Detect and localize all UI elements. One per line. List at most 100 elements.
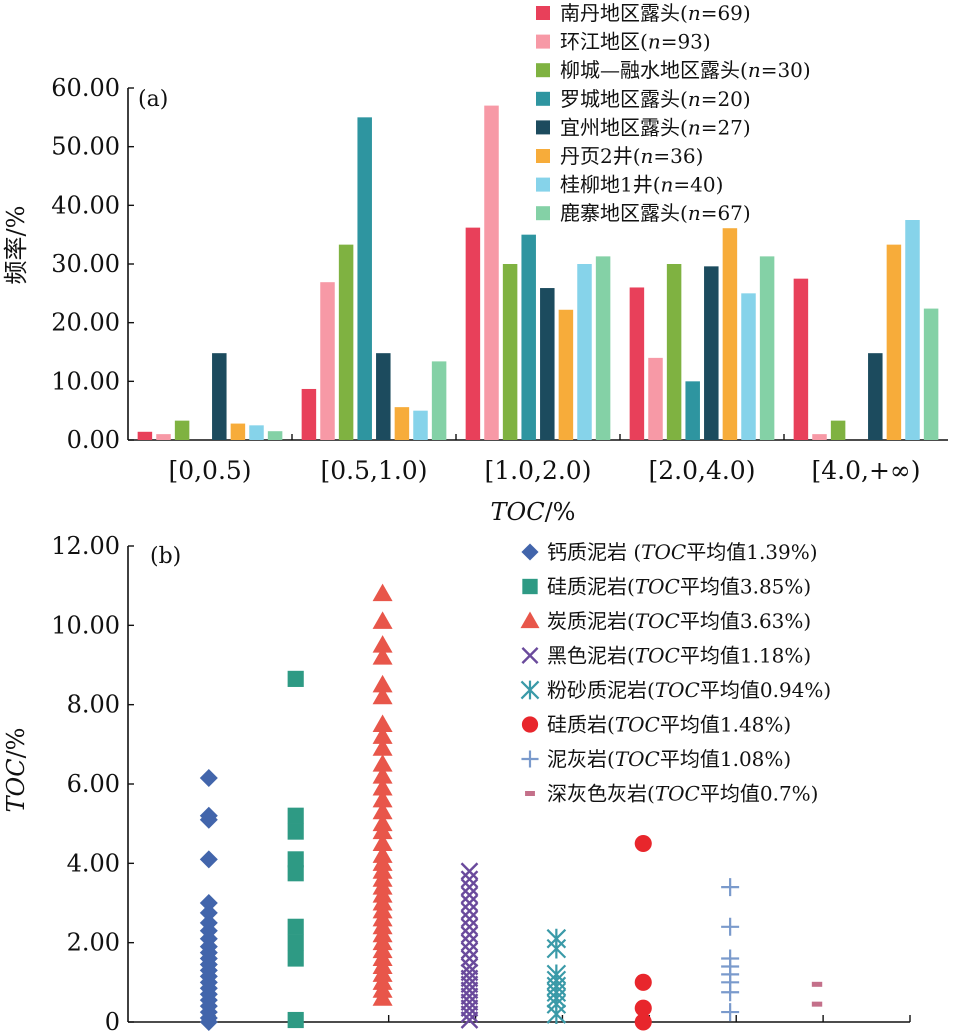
point-series-6-7 xyxy=(721,1003,740,1022)
point-series-7-0 xyxy=(811,981,823,987)
panel-b-legend-label: 炭质泥岩(TOC平均值3.63%) xyxy=(547,609,811,633)
bar-series-7-cat-1 xyxy=(431,361,447,440)
panel-a-y-tick-label: 40.00 xyxy=(51,191,120,219)
panel-a-legend-label: 南丹地区露头(n=69) xyxy=(560,1,751,25)
panel-a-legend-label: 丹页2井(n=36) xyxy=(560,144,703,168)
bar-series-0-cat-2 xyxy=(465,227,481,440)
point-series-1-2 xyxy=(287,823,304,840)
point-series-1-6 xyxy=(287,934,304,951)
bar-series-6-cat-2 xyxy=(577,264,592,440)
point-series-3-3 xyxy=(460,886,479,904)
point-series-4-8 xyxy=(546,1004,567,1024)
point-series-4-1 xyxy=(546,938,567,959)
bar-series-5-cat-2 xyxy=(558,309,574,440)
panel-b-label: (b) xyxy=(150,544,181,569)
panel-b-legend-label: 黑色泥岩(TOC平均值1.18%) xyxy=(547,644,811,668)
point-series-5-3 xyxy=(634,1013,652,1031)
point-series-2-9 xyxy=(372,754,393,772)
bar-series-7-cat-2 xyxy=(595,256,611,440)
panel-b-y-tick-label: 2.00 xyxy=(67,929,120,957)
bar-series-6-cat-1 xyxy=(413,410,428,440)
bar-series-6-cat-4 xyxy=(905,220,920,440)
point-series-6-1 xyxy=(721,917,740,936)
point-series-3-5 xyxy=(460,902,479,920)
bar-series-1-cat-1 xyxy=(320,282,335,440)
point-series-1-0 xyxy=(287,670,304,687)
point-series-2-3 xyxy=(372,647,393,665)
point-series-2-8 xyxy=(372,738,393,756)
bar-series-3-cat-1 xyxy=(357,117,372,440)
point-series-0-4 xyxy=(199,894,218,912)
panel-a-y-axis-title: 频率/% xyxy=(2,206,30,285)
point-series-5-2 xyxy=(634,999,652,1017)
point-series-0-5 xyxy=(199,903,218,922)
point-series-2-1 xyxy=(372,611,393,629)
panel-a-x-ticks: [0,0.5) [0.5,1.0) [1.0,2.0) [2.0,4.0) [4.0,+… xyxy=(168,434,920,485)
point-series-0-3 xyxy=(199,850,218,869)
point-series-6-6 xyxy=(721,983,740,1002)
bar-series-7-cat-0 xyxy=(267,431,283,440)
panel-b-y-tick-label: 8.00 xyxy=(67,691,120,719)
bar-series-2-cat-3 xyxy=(666,264,682,440)
panel-b-legend-label: 硅质岩(TOC平均值1.48%) xyxy=(547,713,791,737)
panel-a-legend-label: 鹿寨地区露头(n=67) xyxy=(560,201,751,225)
panel-a-legend-label: 罗城地区露头(n=20) xyxy=(560,87,751,111)
panel-b-y-ticks: 0 2.00 4.00 6.00 8.00 10.00 12.00 xyxy=(51,532,134,1033)
panel-a-x-tick-label: [2.0,4.0) xyxy=(649,456,756,485)
panel-a-bar-chart: (a) 0.00 10.00 20.00 30.00 40.00 50.00 60.00 [… xyxy=(2,1,948,526)
panel-b-y-tick-label: 0 xyxy=(105,1008,120,1033)
panel-a-x-tick-label: [4.0,+∞) xyxy=(812,456,921,485)
point-series-3-20 xyxy=(460,1005,479,1023)
bar-series-2-cat-1 xyxy=(338,244,354,440)
point-series-2-13 xyxy=(372,801,393,820)
panel-b-y-tick-label: 6.00 xyxy=(67,770,120,798)
bar-series-7-cat-4 xyxy=(923,308,939,440)
point-series-3-7 xyxy=(460,917,479,936)
bar-series-1-cat-0 xyxy=(156,434,171,440)
point-series-3-10 xyxy=(460,941,479,960)
point-series-7-1 xyxy=(811,1001,823,1007)
panel-b-legend-marker xyxy=(521,647,539,664)
point-series-2-15 xyxy=(372,821,393,840)
point-series-6-0 xyxy=(721,878,740,897)
point-series-0-0 xyxy=(199,769,218,788)
panel-a-y-tick-label: 10.00 xyxy=(51,367,120,395)
panel-b-legend-label: 泥灰岩(TOC平均值1.08%) xyxy=(547,747,791,771)
panel-a-legend: 南丹地区露头(n=69) 环江地区(n=93) 柳城—融水地区露头(n=30) 罗城地… xyxy=(536,1,811,225)
panel-a-legend-label: 柳城—融水地区露头(n=30) xyxy=(560,58,811,82)
bar-series-4-cat-0 xyxy=(212,353,227,440)
panel-b-legend-marker xyxy=(525,791,535,796)
point-series-3-1 xyxy=(460,870,479,889)
panel-b-y-tick-label: 10.00 xyxy=(51,611,120,639)
point-series-3-21 xyxy=(460,1011,479,1029)
bar-series-0-cat-0 xyxy=(137,431,153,440)
point-series-2-10 xyxy=(372,766,393,784)
point-series-1-7 xyxy=(287,950,304,967)
bar-series-5-cat-1 xyxy=(394,407,410,440)
panel-a-y-tick-label: 20.00 xyxy=(51,309,120,337)
bar-series-4-cat-1 xyxy=(376,353,391,440)
panel-a-y-tick-label: 60.00 xyxy=(51,74,120,102)
bar-series-7-cat-3 xyxy=(759,256,775,440)
panel-a-legend-swatch xyxy=(536,34,550,49)
panel-b-y-axis-title: TOC/% xyxy=(2,728,30,813)
point-series-1-3 xyxy=(287,851,304,868)
point-series-0-2 xyxy=(199,810,218,829)
point-series-2-11 xyxy=(372,777,393,796)
panel-a-x-axis-title: TOC/% xyxy=(491,498,576,526)
point-series-1-4 xyxy=(287,865,304,882)
bar-series-2-cat-2 xyxy=(502,264,518,440)
bar-series-0-cat-1 xyxy=(301,388,317,440)
bar-series-6-cat-3 xyxy=(741,293,756,440)
panel-a-legend-label: 桂柳地1井(n=40) xyxy=(560,173,723,197)
panel-b-legend-marker xyxy=(520,611,540,629)
point-series-1-8 xyxy=(287,1011,304,1029)
panel-b-y-tick-label: 4.00 xyxy=(67,849,120,877)
panel-b-legend-marker xyxy=(521,750,539,768)
panel-b-legend-marker xyxy=(521,543,539,561)
panel-a-legend-swatch xyxy=(536,91,550,106)
panel-a-legend-swatch xyxy=(536,149,550,163)
bar-series-6-cat-0 xyxy=(249,425,264,440)
point-series-2-12 xyxy=(372,789,393,808)
bar-series-3-cat-3 xyxy=(685,381,700,440)
